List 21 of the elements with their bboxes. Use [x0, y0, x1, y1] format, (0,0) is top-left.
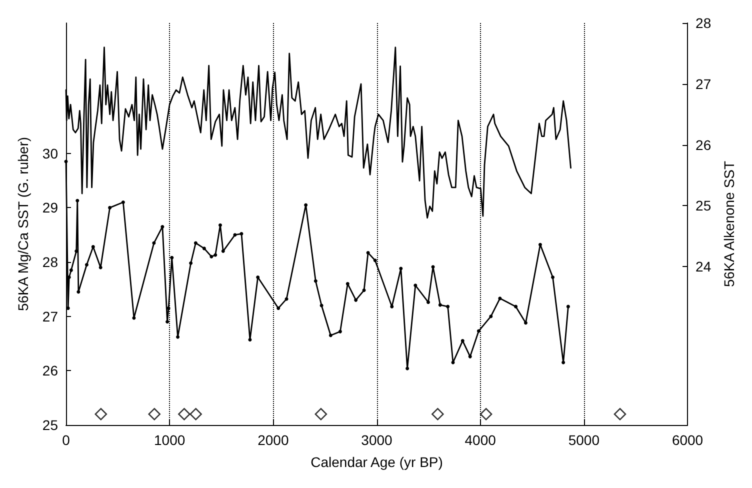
x-tick-label: 0 [62, 432, 70, 448]
y-tick-label: 25 [42, 417, 58, 433]
y2-tick-label: 27 [696, 76, 712, 92]
x-tick-label: 3000 [361, 432, 393, 448]
y-axis-title: 56KA Mg/Ca SST (G. ruber) [15, 136, 31, 312]
x-tick-label: 4000 [464, 432, 496, 448]
y2-tick-label: 25 [696, 198, 712, 214]
y-tick-label: 29 [42, 200, 58, 216]
x-tick-label: 6000 [672, 432, 704, 448]
y-tick-label: 27 [42, 308, 58, 324]
x-tick-label: 1000 [154, 432, 186, 448]
y2-tick-label: 24 [696, 258, 712, 275]
x-axis-title: Calendar Age (yr BP) [310, 454, 443, 470]
y2-tick-label: 26 [696, 136, 712, 153]
y-tick-label: 30 [42, 145, 58, 162]
y2-axis-title: 56KA Alkenone SST [721, 160, 737, 288]
y-tick-label: 26 [42, 362, 58, 379]
x-tick-label: 5000 [568, 432, 600, 448]
y-tick-label: 28 [42, 254, 58, 270]
x-tick-label: 2000 [258, 432, 289, 448]
y2-tick-label: 28 [696, 15, 712, 31]
